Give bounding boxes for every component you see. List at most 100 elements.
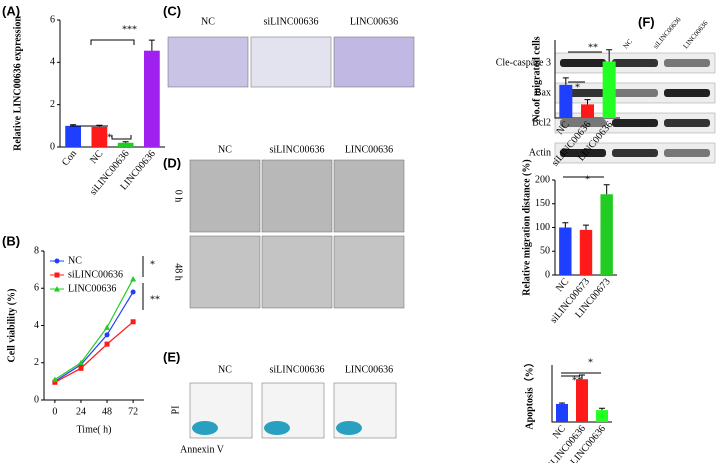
image xyxy=(333,36,415,88)
marker xyxy=(77,359,84,366)
annotation: * xyxy=(588,357,593,368)
column-label: siLINC00636 xyxy=(270,364,325,375)
marker xyxy=(52,379,58,385)
x-tick-label: 48 xyxy=(102,406,112,417)
annotation: *** xyxy=(122,24,137,35)
image xyxy=(250,36,332,88)
y-tick-label: 4 xyxy=(34,320,39,331)
band xyxy=(664,119,710,127)
y-tick-label: 150 xyxy=(535,198,550,209)
y-tick-label: 200 xyxy=(535,174,550,185)
legend-label: NC xyxy=(68,255,82,266)
marker xyxy=(54,286,60,292)
column-label: LINC00636 xyxy=(345,144,393,155)
marker xyxy=(130,319,136,325)
bar xyxy=(556,403,568,422)
y-tick-label: 100 xyxy=(535,222,550,233)
panel-label: (C) xyxy=(163,3,181,18)
y-tick-label: 0 xyxy=(545,269,550,280)
band xyxy=(612,59,658,67)
x-tick-label: Con xyxy=(60,148,79,168)
annotation: * xyxy=(575,82,580,93)
image xyxy=(189,159,261,233)
x-tick-label: 0 xyxy=(52,406,57,417)
annotation: ** xyxy=(588,42,598,53)
marker xyxy=(54,258,60,264)
error-bar xyxy=(583,224,589,230)
marker xyxy=(130,289,136,295)
row-label: Bax xyxy=(535,87,551,98)
bar xyxy=(581,104,594,118)
y-axis-label: Cell viability (%) xyxy=(6,289,17,363)
bar xyxy=(579,229,593,275)
band xyxy=(664,149,710,157)
column-label: LINC00636 xyxy=(350,16,398,27)
bar xyxy=(576,379,588,422)
y-tick-label: 50 xyxy=(540,246,550,257)
column-label: NC xyxy=(218,144,232,155)
panel-label: (E) xyxy=(163,349,180,364)
bar xyxy=(600,194,613,275)
axis-label: Annexin V xyxy=(180,444,225,455)
image xyxy=(333,159,405,233)
column-label: siLINC00636 xyxy=(652,15,683,50)
cell-cluster xyxy=(264,421,290,435)
column-label: siLINC00636 xyxy=(264,16,319,27)
bar xyxy=(559,84,573,118)
x-axis-label: Time( h) xyxy=(77,424,112,435)
column-label: siLINC00636 xyxy=(270,144,325,155)
bar xyxy=(559,227,572,275)
error-bar xyxy=(562,222,569,228)
x-tick-label: 72 xyxy=(128,406,138,417)
line xyxy=(54,278,134,381)
bar xyxy=(91,126,108,147)
image xyxy=(167,36,249,88)
line xyxy=(54,291,134,382)
band xyxy=(560,59,606,67)
y-tick-label: 0 xyxy=(50,141,55,152)
error-bar xyxy=(579,374,585,380)
column-label: LINC00636 xyxy=(345,364,393,375)
image xyxy=(189,235,261,309)
row-label: Cle-caspase 3 xyxy=(496,57,551,68)
marker xyxy=(78,365,84,371)
column-label: NC xyxy=(622,37,635,50)
y-tick-label: 6 xyxy=(50,14,55,25)
annotation: ** xyxy=(150,294,160,305)
bar xyxy=(144,50,160,147)
y-axis-label: Apoptosis（%） xyxy=(522,357,535,429)
image xyxy=(261,235,333,309)
row-label: Bcl2 xyxy=(532,117,551,128)
panel-label: (F) xyxy=(638,14,655,29)
band xyxy=(612,149,658,157)
y-tick-label: 6 xyxy=(34,283,39,294)
y-tick-label: 2 xyxy=(50,99,55,110)
y-tick-label: 0 xyxy=(34,394,39,405)
bar xyxy=(602,61,616,118)
cell-cluster xyxy=(336,421,362,435)
y-tick-label: 4 xyxy=(50,57,55,68)
marker xyxy=(104,324,111,330)
error-bar xyxy=(562,77,569,85)
x-tick-label: NC xyxy=(88,148,106,166)
band xyxy=(612,89,658,97)
image xyxy=(261,159,333,233)
error-bar xyxy=(603,184,610,195)
column-label: NC xyxy=(201,16,215,27)
error-bar xyxy=(599,407,605,411)
band xyxy=(664,89,710,97)
error-bar xyxy=(606,49,613,62)
annotation: * xyxy=(585,174,590,185)
image xyxy=(333,235,405,309)
x-tick-label: 24 xyxy=(76,406,86,417)
y-tick-label: 2 xyxy=(34,357,39,368)
bar xyxy=(65,125,81,147)
y-axis-label: Relative migration distance (%) xyxy=(521,159,532,295)
legend-label: LINC00636 xyxy=(68,283,116,294)
marker xyxy=(104,332,110,338)
axis-label: PI xyxy=(170,406,181,415)
panel-label: (B) xyxy=(2,233,20,248)
error-bar xyxy=(122,141,129,143)
x-tick-label: NC xyxy=(554,276,572,294)
y-axis-label: No.of migrated cells xyxy=(531,36,542,121)
